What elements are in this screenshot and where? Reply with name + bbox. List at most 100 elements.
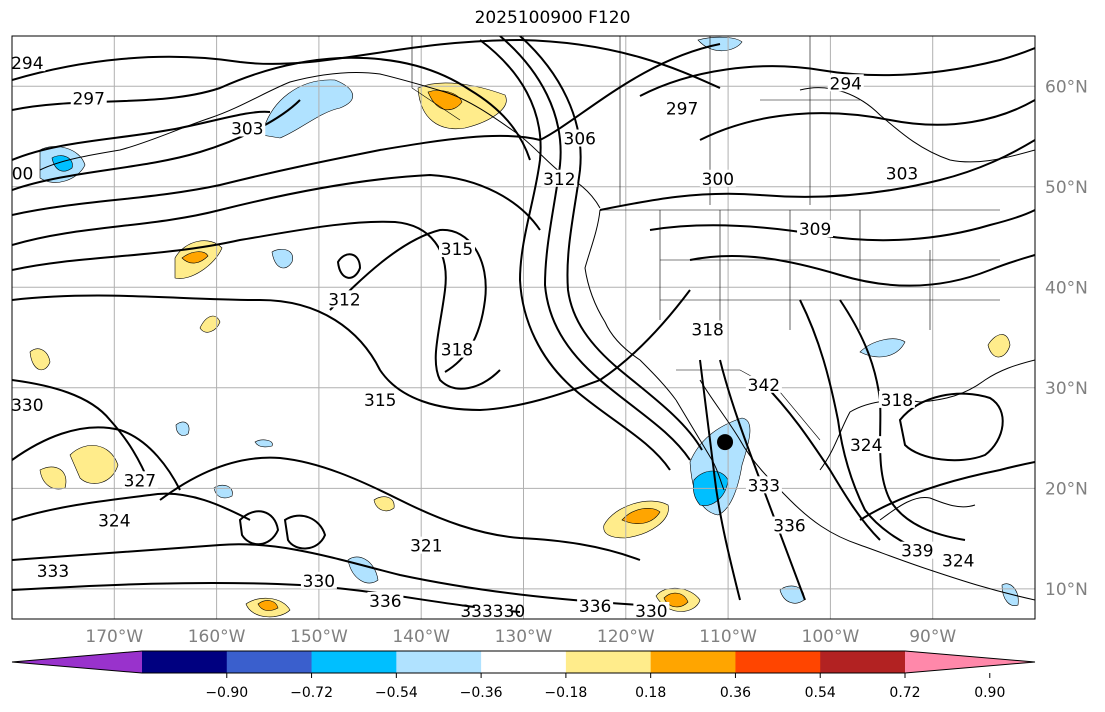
latitude-tick-labels: 10°N 20°N 30°N 40°N 50°N 60°N	[1045, 77, 1088, 600]
contour-closed-318-east	[898, 392, 1004, 462]
colorbar-tick-label: −0.90	[205, 685, 248, 701]
contour-label: 312	[328, 290, 360, 310]
lon-tick-label: 170°W	[85, 627, 143, 647]
political-borders	[411, 36, 1000, 441]
contour-trough-c	[519, 36, 703, 451]
shade-patch-alaska-blue	[261, 79, 353, 139]
coastline-us-west	[584, 209, 677, 401]
contour-east-high-2	[699, 99, 1035, 141]
colorbar-segment	[565, 651, 652, 673]
contour-label: 315	[441, 240, 473, 260]
contour-label: 330	[635, 602, 667, 622]
location-marker	[717, 434, 734, 451]
contour-label-bg	[561, 129, 598, 147]
colorbar-segment	[820, 651, 906, 673]
contour-label-bg	[367, 591, 404, 609]
lat-tick-label: 40°N	[1045, 278, 1088, 298]
contour-327	[12, 426, 181, 491]
contour-labels: 294 297 303 300 306 312 297 294 300 303 309 315 312 3…	[11, 54, 977, 622]
contour-label-bg	[577, 596, 614, 614]
contour-closed-321	[283, 514, 327, 550]
shade-patch-orange-baja	[621, 507, 661, 524]
contour-label: 318	[441, 341, 473, 361]
contour-label: 330	[11, 396, 43, 416]
contour-label: 297	[666, 99, 698, 119]
colorbar-segment	[226, 651, 313, 673]
shade-patch-alaska-cyan	[51, 155, 73, 172]
contour-label: 321	[410, 537, 442, 557]
contour-label: 339	[901, 542, 933, 562]
border-alaska-canada	[411, 36, 461, 121]
lon-tick-label: 160°W	[188, 627, 246, 647]
lon-tick-label: 110°W	[699, 627, 757, 647]
contour-label: 333	[748, 476, 780, 496]
contour-297-west	[12, 56, 531, 161]
contour-label: 315	[364, 391, 396, 411]
contour-303-west	[12, 99, 301, 191]
shade-patch-yellow-e	[373, 496, 395, 512]
contour-label-bg	[699, 169, 736, 187]
border-states-1	[659, 210, 1000, 330]
contour-300-west	[12, 110, 271, 161]
contour-label: 336	[369, 592, 401, 612]
contour-label-bg	[439, 240, 476, 258]
contour-ridge-east-b	[649, 209, 1035, 242]
contour-330-west	[12, 379, 151, 486]
colorbar-segment	[481, 651, 567, 673]
contour-label: 333330	[460, 602, 525, 622]
contour-label-bg	[541, 169, 578, 187]
colorbar-tick-label: 0.18	[635, 685, 666, 701]
shade-patch-orange-sw	[257, 600, 279, 611]
contour-ridge-east-c	[689, 254, 1035, 287]
contour-label-bg	[12, 54, 46, 72]
colorbar-tick-labels: −0.90 −0.72 −0.54 −0.36 −0.18 0.18 0.36 0.54 0.7…	[205, 673, 1005, 701]
lat-tick-label: 60°N	[1045, 77, 1088, 97]
contour-324-south	[859, 461, 1035, 521]
contour-ridge-east-a	[599, 139, 1035, 211]
contour-label-bg	[12, 395, 46, 413]
contour-label-bg	[408, 536, 445, 554]
colorbar-extend-low	[12, 651, 142, 673]
contour-label-bg	[878, 390, 915, 408]
shade-patch-orange-180w	[181, 251, 209, 264]
contour-label: 309	[799, 220, 831, 240]
contour-label-bg	[884, 164, 921, 182]
contour-label: 324	[98, 512, 130, 532]
contour-label-bg	[229, 119, 266, 137]
contour-label: 294	[830, 74, 862, 94]
contour-mexico-a	[699, 359, 741, 601]
coastline-hudson	[799, 87, 1035, 163]
contour-label: 318	[881, 391, 913, 411]
contour-312-ring	[12, 220, 501, 390]
contour-label: 306	[564, 130, 596, 150]
shade-patch-blue-b	[175, 421, 190, 436]
contour-label: 336	[579, 597, 611, 617]
contour-label-bg	[474, 601, 511, 619]
map-area: 294 297 303 300 306 312 297 294 300 303 309 315 312 3…	[11, 36, 1035, 622]
contour-306	[12, 43, 721, 216]
contour-label: 324	[942, 552, 974, 572]
contour-east-high	[639, 47, 1035, 97]
coastlines	[39, 71, 1035, 601]
shade-patch-blue-c	[254, 439, 273, 448]
contour-label-bg	[797, 220, 834, 238]
contour-294	[12, 38, 721, 89]
contour-mexico-d	[799, 299, 931, 556]
map-frame	[11, 35, 1036, 620]
contour-label: 342	[748, 376, 780, 396]
contour-label: 303	[886, 165, 918, 185]
contour-label-bg	[745, 375, 782, 393]
contour-label-bg	[121, 471, 158, 489]
contour-label: 330	[303, 572, 335, 592]
lon-tick-label: 140°W	[392, 627, 450, 647]
contour-label-bg	[70, 89, 107, 107]
contour-label-bg	[326, 290, 363, 308]
contour-label: 300	[702, 170, 734, 190]
contour-trough-a	[479, 39, 671, 471]
shade-patch-yellow-a	[199, 315, 221, 333]
colorbar-segment	[650, 651, 736, 673]
colorbar	[11, 650, 1036, 674]
contour-label: 303	[231, 119, 263, 139]
colorbar-tick-label: −0.18	[544, 685, 587, 701]
colorbar-segment	[735, 651, 821, 673]
